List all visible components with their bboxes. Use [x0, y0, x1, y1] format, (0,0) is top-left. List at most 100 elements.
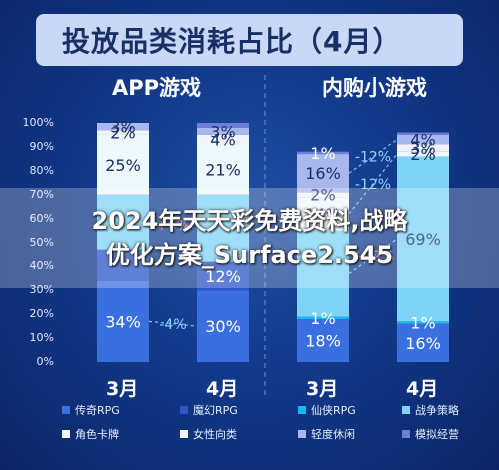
legend: 传奇RPG 魔幻RPG 仙侠RPG 战争策略角色卡牌 女性向类 轻度休闲 模拟经营 — [62, 402, 482, 442]
data-label: 14% — [305, 205, 341, 224]
x-tick-label: 3月 — [106, 378, 139, 400]
watermark-line-2: 优化方案_Surface2.545 — [105, 241, 394, 269]
x-tick-label: 4月 — [406, 378, 439, 400]
bar-segment — [197, 144, 249, 195]
legend-swatch — [180, 430, 188, 438]
change-label: +6% — [156, 218, 190, 234]
data-label: 30% — [205, 317, 241, 336]
legend-label: 传奇RPG — [75, 404, 120, 417]
data-label: 1% — [310, 144, 335, 163]
legend-label: 女性向类 — [193, 428, 237, 441]
legend-item: 战争策略 — [402, 402, 499, 418]
change-connector — [348, 238, 398, 275]
chart-title: 投放品类消耗占比（4月） — [62, 25, 402, 58]
y-tick-label: 50% — [29, 235, 54, 249]
bar-segment — [197, 261, 249, 291]
data-label: 2% — [310, 186, 335, 205]
change-connector — [148, 221, 198, 229]
legend-swatch — [402, 430, 410, 438]
legend-swatch — [62, 406, 70, 414]
legend-swatch — [62, 430, 70, 438]
legend-item: 魔幻RPG — [180, 402, 298, 418]
bar-segment — [297, 151, 349, 155]
data-label: 1% — [410, 314, 435, 333]
data-label: 3% — [110, 118, 135, 137]
bar-segment — [297, 154, 349, 193]
bar-segment — [97, 130, 149, 135]
x-tick-label: 3月 — [306, 378, 339, 400]
legend-label: 角色卡牌 — [75, 428, 119, 441]
data-label: 16% — [305, 164, 341, 183]
watermark-overlay: 2024年天天彩免费资料,战略 优化方案_Surface2.545 — [0, 188, 499, 288]
y-tick-label: 70% — [29, 187, 54, 201]
legend-item: 模拟经营 — [402, 426, 499, 442]
legend-swatch — [298, 430, 306, 438]
bar-segment — [297, 197, 349, 231]
title-banner: 投放品类消耗占比（4月） — [36, 14, 463, 66]
y-tick-label: 20% — [29, 307, 54, 321]
bar-segment — [297, 318, 349, 362]
change-connector — [148, 320, 198, 327]
panel-title-mini-games: 内购小游戏 — [322, 76, 427, 100]
data-label: 3% — [210, 122, 235, 141]
bar-segment — [97, 194, 149, 250]
data-label: 25% — [105, 156, 141, 175]
change-label: -12% — [355, 149, 391, 165]
change-label: +22% — [352, 249, 395, 265]
bar-segment — [397, 134, 449, 145]
bar-segment — [397, 321, 449, 324]
data-label: 18% — [305, 331, 341, 350]
legend-label: 魔幻RPG — [193, 404, 238, 417]
bar-segment — [397, 132, 449, 135]
y-tick-label: 10% — [29, 331, 54, 345]
y-tick-label: 100% — [22, 116, 54, 129]
data-label: 69% — [405, 230, 441, 249]
legend-item: 角色卡牌 — [62, 426, 180, 442]
bar-segment — [197, 290, 249, 362]
data-label: 4% — [210, 131, 235, 150]
legend-swatch — [298, 406, 306, 414]
bar-segment — [97, 134, 149, 195]
legend-item: 女性向类 — [180, 426, 298, 442]
y-tick-label: 80% — [29, 163, 54, 177]
bar-segment — [97, 123, 149, 131]
bar-segment — [297, 316, 349, 319]
y-tick-label: 60% — [29, 211, 54, 225]
legend-swatch — [402, 406, 410, 414]
x-tick-label: 4月 — [206, 378, 239, 400]
data-label: 4% — [410, 131, 435, 150]
y-tick-label: 30% — [29, 283, 54, 297]
change-label: -12% — [355, 177, 391, 193]
bar-segment — [197, 134, 249, 145]
legend-label: 仙侠RPG — [311, 404, 356, 417]
y-tick-label: 90% — [29, 139, 54, 153]
data-label: 3% — [410, 139, 435, 158]
bar-segment — [197, 194, 249, 262]
bar-segment — [397, 156, 449, 322]
bar-segment — [97, 280, 149, 362]
y-tick-label: 40% — [29, 259, 54, 273]
bar-segment — [297, 230, 349, 317]
legend-item: 轻度休闲 — [298, 426, 402, 442]
legend-item: 仙侠RPG — [298, 402, 402, 418]
panel-title-app-games: APP游戏 — [112, 76, 202, 100]
legend-label: 模拟经营 — [415, 428, 459, 441]
data-label: 21% — [205, 161, 241, 180]
data-label: 16% — [405, 334, 441, 353]
bar-segment — [97, 249, 149, 281]
legend-swatch — [180, 406, 188, 414]
change-connector — [348, 153, 398, 215]
data-label: 2% — [410, 145, 435, 164]
legend-label: 轻度休闲 — [311, 428, 355, 441]
y-tick-label: 0% — [36, 355, 54, 368]
bar-segment — [397, 323, 449, 362]
watermark-line-1: 2024年天天彩免费资料,战略 — [91, 207, 408, 235]
bar-segment — [397, 151, 449, 157]
data-label: 34% — [105, 312, 141, 331]
data-label: 2% — [110, 124, 135, 143]
change-label: -4% — [159, 317, 186, 333]
legend-item: 传奇RPG — [62, 402, 180, 418]
bar-segment — [297, 192, 349, 198]
legend-label: 战争策略 — [415, 404, 459, 417]
